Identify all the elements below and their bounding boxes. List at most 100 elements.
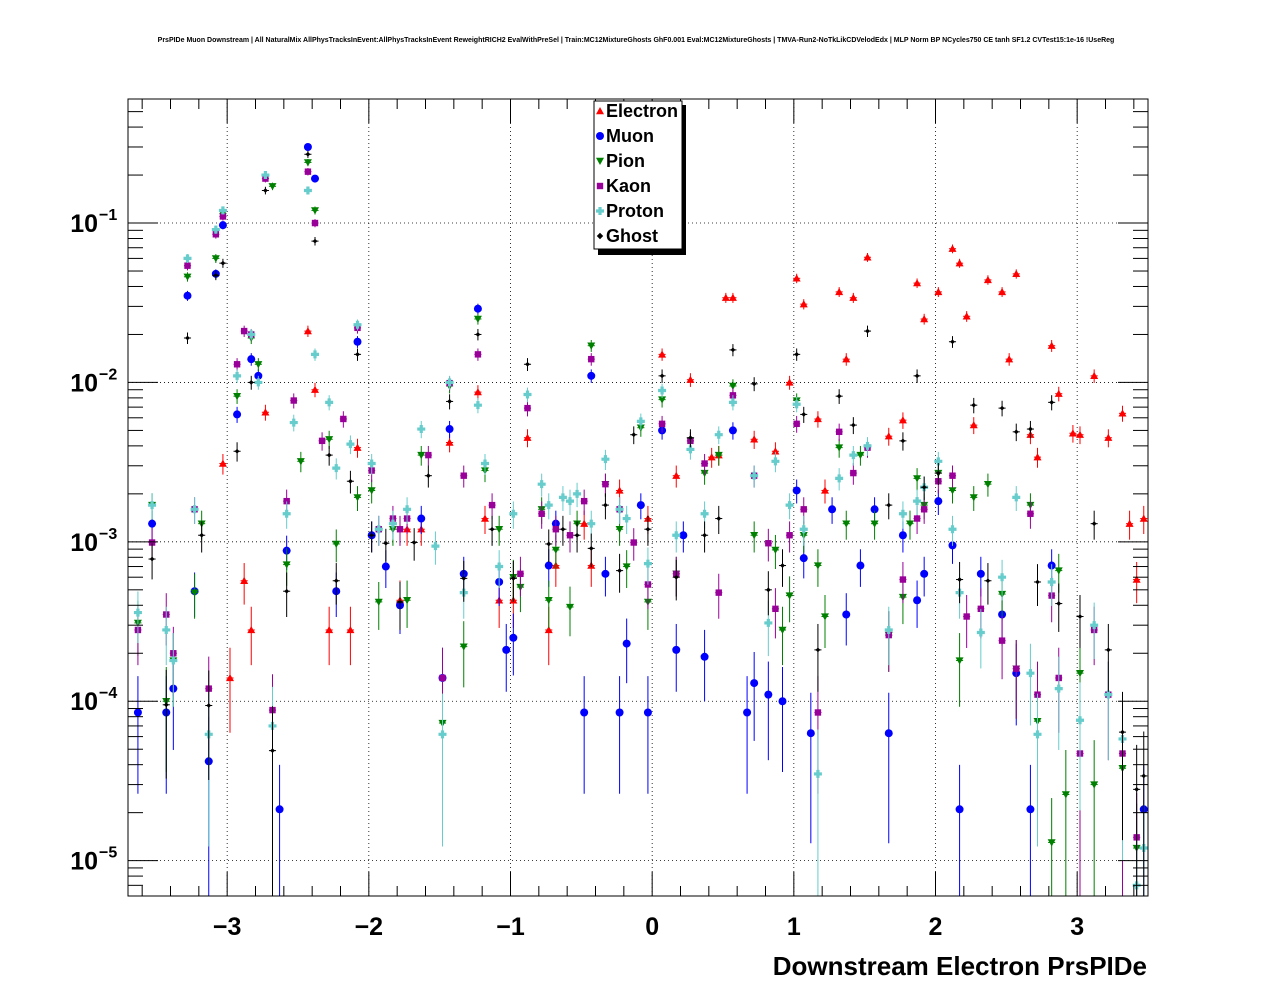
data-point	[289, 418, 298, 427]
data-point	[658, 420, 666, 428]
data-point	[148, 539, 156, 546]
y-tick-base: 10	[70, 688, 98, 716]
data-point	[403, 597, 412, 605]
data-point	[263, 188, 268, 193]
data-point	[445, 378, 454, 387]
data-point	[976, 569, 985, 578]
data-point	[459, 643, 468, 651]
data-point	[615, 486, 624, 494]
data-point	[303, 142, 312, 151]
data-point	[580, 519, 589, 527]
data-point	[284, 588, 290, 594]
data-point	[934, 497, 943, 506]
data-point	[162, 625, 171, 634]
data-point	[913, 596, 922, 605]
data-point	[461, 575, 467, 581]
data-point	[587, 519, 596, 528]
data-point	[348, 478, 353, 484]
data-point	[248, 380, 254, 385]
data-point	[332, 540, 341, 548]
data-point	[1054, 684, 1063, 693]
data-point	[1013, 429, 1019, 435]
data-point	[658, 396, 667, 404]
data-point	[700, 652, 709, 661]
data-point	[303, 327, 312, 335]
data-point	[353, 337, 362, 346]
data-point	[870, 520, 879, 528]
data-point	[900, 438, 906, 444]
data-point	[473, 401, 482, 410]
data-point	[714, 430, 723, 439]
data-point	[254, 378, 263, 387]
data-point	[971, 402, 977, 408]
data-point	[240, 576, 249, 584]
data-point	[588, 545, 594, 551]
data-point	[645, 526, 651, 532]
y-tick-exponent: −3	[99, 526, 117, 543]
data-point	[332, 464, 341, 473]
x-tick-label: 3	[1070, 913, 1084, 941]
data-point	[842, 355, 851, 363]
data-point	[721, 293, 730, 301]
data-point	[220, 260, 226, 266]
data-point	[383, 540, 389, 546]
data-point	[233, 392, 242, 401]
data-point	[785, 592, 794, 600]
data-point	[636, 417, 645, 426]
data-point	[560, 526, 566, 532]
data-point	[801, 412, 807, 417]
data-point	[1061, 791, 1070, 799]
data-point	[1047, 577, 1056, 586]
data-point	[1090, 781, 1099, 789]
data-point	[325, 398, 334, 407]
data-point	[835, 444, 844, 452]
data-point	[326, 452, 332, 458]
data-point	[544, 501, 553, 510]
data-point	[601, 569, 610, 578]
data-point	[388, 519, 397, 528]
data-point	[1076, 430, 1084, 438]
data-point	[190, 505, 199, 514]
data-point	[962, 312, 971, 320]
data-point	[149, 556, 155, 562]
data-point	[133, 708, 142, 717]
data-point	[983, 275, 992, 284]
data-point	[369, 532, 375, 538]
legend-label-electron: Electron	[606, 101, 678, 121]
data-point	[544, 597, 553, 605]
series-pion	[133, 158, 1141, 896]
data-point	[325, 625, 334, 634]
data-point	[1090, 371, 1099, 380]
data-point	[963, 613, 970, 620]
data-point	[240, 327, 248, 335]
data-point	[218, 459, 227, 467]
data-point	[751, 381, 757, 387]
legend-marker-pion	[596, 157, 604, 165]
data-point	[999, 405, 1005, 411]
data-point	[537, 480, 546, 489]
data-point	[438, 730, 447, 739]
data-point	[743, 708, 752, 717]
data-point	[821, 486, 829, 494]
data-point	[587, 342, 596, 350]
data-point	[318, 437, 326, 445]
data-point	[865, 328, 870, 334]
data-point	[672, 645, 681, 654]
data-point	[815, 647, 821, 653]
data-point	[771, 447, 780, 455]
data-point	[983, 480, 992, 489]
data-point	[226, 673, 234, 682]
data-point	[715, 589, 722, 596]
data-point	[948, 487, 957, 495]
data-point	[311, 385, 319, 393]
data-point	[906, 520, 914, 528]
data-point	[778, 626, 787, 634]
data-point	[148, 519, 157, 528]
data-point	[920, 315, 929, 323]
data-point	[778, 697, 787, 706]
data-point	[700, 509, 709, 518]
data-point	[1105, 647, 1111, 653]
data-point	[1134, 786, 1140, 792]
data-point	[792, 486, 801, 495]
data-point	[261, 408, 270, 416]
